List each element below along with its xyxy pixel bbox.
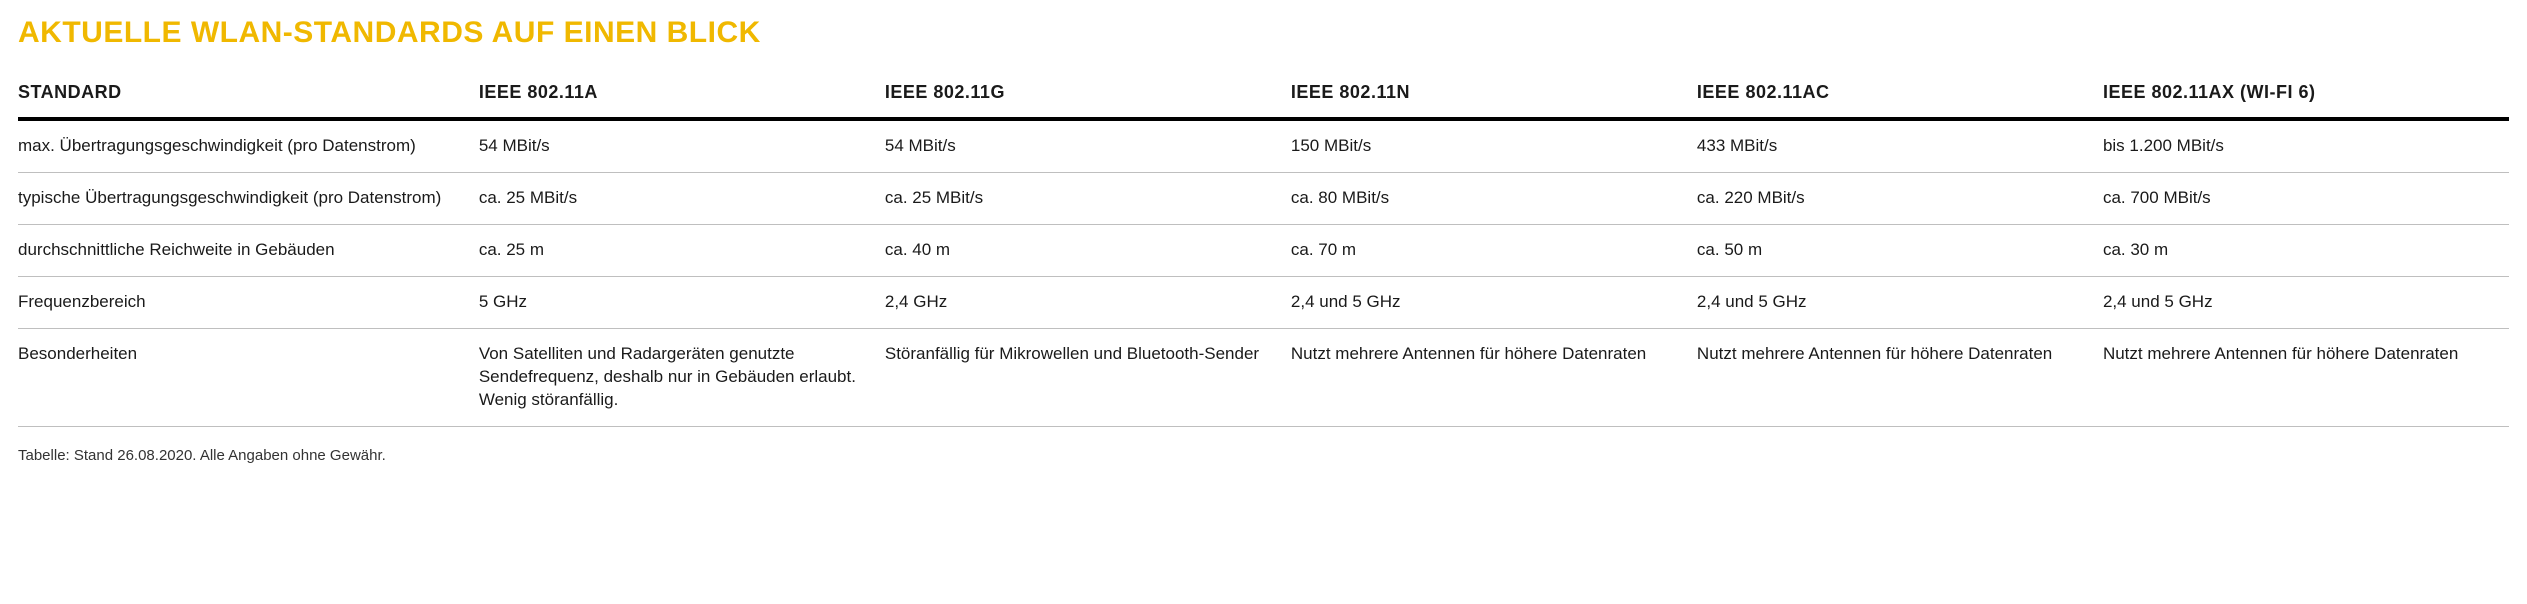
- cell: Störanfällig für Mikrowellen und Bluetoo…: [885, 328, 1291, 426]
- table-footnote: Tabelle: Stand 26.08.2020. Alle Angaben …: [18, 447, 2509, 464]
- table-row: Besonderheiten Von Satelliten und Radarg…: [18, 328, 2509, 426]
- header-col: IEEE 802.11G: [885, 74, 1291, 119]
- table-row: Frequenzbereich 5 GHz 2,4 GHz 2,4 und 5 …: [18, 276, 2509, 328]
- table-row: max. Übertragungsgeschwindigkeit (pro Da…: [18, 119, 2509, 172]
- cell: 5 GHz: [479, 276, 885, 328]
- header-col: IEEE 802.11N: [1291, 74, 1697, 119]
- cell: Von Satelliten und Radargeräten genutzte…: [479, 328, 885, 426]
- cell: 2,4 und 5 GHz: [1697, 276, 2103, 328]
- cell: Nutzt mehrere Antennen für höhere Datenr…: [1291, 328, 1697, 426]
- cell: 2,4 und 5 GHz: [1291, 276, 1697, 328]
- table-row: durchschnittliche Reichweite in Gebäuden…: [18, 224, 2509, 276]
- row-label: typische Übertragungsgeschwindigkeit (pr…: [18, 172, 479, 224]
- row-label: Besonderheiten: [18, 328, 479, 426]
- cell: ca. 25 MBit/s: [885, 172, 1291, 224]
- cell: ca. 70 m: [1291, 224, 1697, 276]
- cell: ca. 40 m: [885, 224, 1291, 276]
- wlan-standards-table: STANDARD IEEE 802.11A IEEE 802.11G IEEE …: [18, 74, 2509, 427]
- row-label: max. Übertragungsgeschwindigkeit (pro Da…: [18, 119, 479, 172]
- cell: 54 MBit/s: [885, 119, 1291, 172]
- row-label: durchschnittliche Reichweite in Gebäuden: [18, 224, 479, 276]
- cell: 2,4 GHz: [885, 276, 1291, 328]
- cell: Nutzt mehrere Antennen für höhere Datenr…: [1697, 328, 2103, 426]
- row-label: Frequenzbereich: [18, 276, 479, 328]
- cell: ca. 25 MBit/s: [479, 172, 885, 224]
- table-row: typische Übertragungsgeschwindigkeit (pr…: [18, 172, 2509, 224]
- cell: 54 MBit/s: [479, 119, 885, 172]
- cell: Nutzt mehrere Antennen für höhere Datenr…: [2103, 328, 2509, 426]
- cell: ca. 30 m: [2103, 224, 2509, 276]
- cell: 433 MBit/s: [1697, 119, 2103, 172]
- cell: ca. 50 m: [1697, 224, 2103, 276]
- cell: bis 1.200 MBit/s: [2103, 119, 2509, 172]
- table-header-row: STANDARD IEEE 802.11A IEEE 802.11G IEEE …: [18, 74, 2509, 119]
- cell: 150 MBit/s: [1291, 119, 1697, 172]
- cell: 2,4 und 5 GHz: [2103, 276, 2509, 328]
- cell: ca. 700 MBit/s: [2103, 172, 2509, 224]
- cell: ca. 25 m: [479, 224, 885, 276]
- header-label: STANDARD: [18, 74, 479, 119]
- page-title: AKTUELLE WLAN-STANDARDS AUF EINEN BLICK: [18, 16, 2509, 50]
- header-col: IEEE 802.11A: [479, 74, 885, 119]
- cell: ca. 220 MBit/s: [1697, 172, 2103, 224]
- cell: ca. 80 MBit/s: [1291, 172, 1697, 224]
- header-col: IEEE 802.11AC: [1697, 74, 2103, 119]
- header-col: IEEE 802.11AX (WI-FI 6): [2103, 74, 2509, 119]
